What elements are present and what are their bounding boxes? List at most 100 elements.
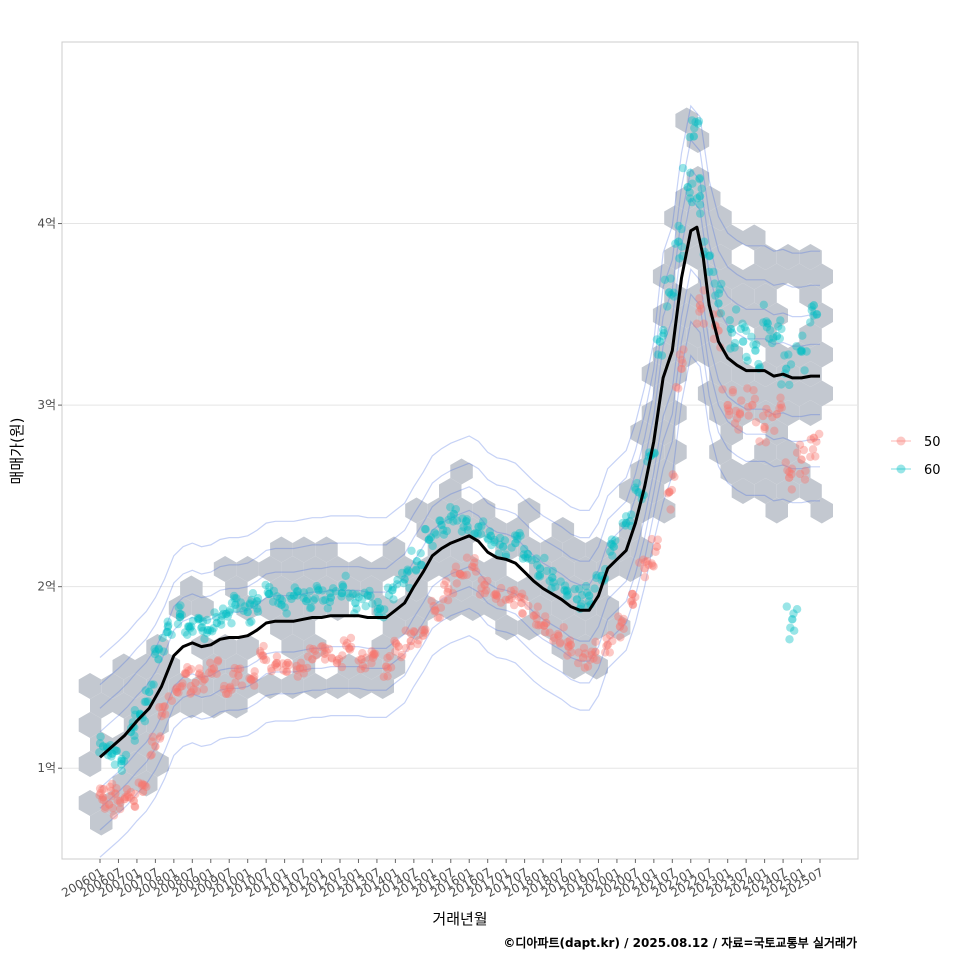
hexbin-cell bbox=[551, 517, 575, 543]
point-60 bbox=[535, 564, 545, 573]
point-60 bbox=[325, 597, 335, 607]
point-50 bbox=[516, 592, 526, 602]
point-50 bbox=[536, 621, 545, 630]
point-60 bbox=[699, 237, 709, 246]
point-50 bbox=[339, 636, 349, 645]
point-50 bbox=[406, 629, 416, 638]
hexbin-cell bbox=[484, 556, 507, 582]
point-50 bbox=[587, 650, 596, 660]
point-50 bbox=[233, 665, 243, 674]
point-60 bbox=[96, 732, 105, 741]
trend-line bbox=[99, 225, 820, 759]
point-60 bbox=[563, 590, 573, 599]
point-50 bbox=[213, 656, 223, 665]
point-50 bbox=[417, 625, 427, 634]
point-60 bbox=[797, 347, 806, 357]
hexbin-cell bbox=[675, 341, 698, 368]
point-60 bbox=[806, 318, 815, 327]
hexbin-cell bbox=[686, 322, 710, 348]
point-50 bbox=[383, 664, 392, 673]
point-50 bbox=[510, 585, 519, 595]
point-50 bbox=[748, 400, 757, 410]
point-50 bbox=[338, 651, 347, 660]
hexbin-cell bbox=[427, 497, 451, 524]
point-50 bbox=[230, 663, 239, 673]
point-50 bbox=[670, 472, 679, 481]
point-50 bbox=[772, 410, 782, 419]
point-50 bbox=[677, 355, 686, 364]
point-60 bbox=[293, 587, 302, 596]
point-50 bbox=[172, 683, 182, 692]
hexbin-cell bbox=[371, 673, 394, 699]
point-60 bbox=[809, 311, 818, 320]
point-60 bbox=[239, 606, 248, 615]
point-50 bbox=[480, 588, 489, 598]
point-60 bbox=[621, 521, 630, 530]
point-50 bbox=[692, 319, 702, 328]
density-contour bbox=[99, 197, 820, 733]
point-50 bbox=[187, 665, 196, 674]
point-50 bbox=[601, 648, 610, 657]
point-50 bbox=[520, 594, 529, 603]
hexbin-cell bbox=[776, 400, 800, 426]
point-50 bbox=[140, 781, 149, 790]
point-50 bbox=[644, 560, 653, 569]
hexbin-cell bbox=[709, 361, 732, 387]
point-60 bbox=[510, 531, 520, 540]
point-60 bbox=[768, 338, 777, 348]
point-60 bbox=[130, 731, 139, 740]
point-60 bbox=[542, 566, 552, 576]
hexbin-cell bbox=[394, 556, 417, 582]
point-60 bbox=[352, 590, 361, 599]
hexbin-cell bbox=[776, 439, 800, 465]
point-60 bbox=[188, 616, 198, 625]
point-50 bbox=[258, 651, 268, 660]
point-60 bbox=[802, 347, 811, 356]
point-50 bbox=[98, 785, 107, 794]
point-60 bbox=[695, 200, 705, 209]
point-60 bbox=[560, 586, 569, 595]
point-60 bbox=[678, 163, 688, 173]
point-50 bbox=[303, 663, 312, 673]
point-60 bbox=[511, 538, 520, 548]
x-axis-ticks: 2006012006072007012007072008012008072009… bbox=[59, 859, 826, 900]
hexbin-cell bbox=[180, 575, 203, 602]
point-50 bbox=[225, 683, 234, 693]
hexbin-cell bbox=[585, 653, 608, 680]
point-50 bbox=[643, 557, 652, 566]
point-60 bbox=[798, 331, 807, 340]
point-60 bbox=[535, 572, 544, 581]
point-60 bbox=[495, 540, 504, 549]
point-60 bbox=[726, 344, 735, 353]
point-50 bbox=[126, 794, 135, 803]
hexbin-cell bbox=[135, 731, 158, 758]
point-50 bbox=[592, 655, 601, 665]
point-60 bbox=[585, 591, 594, 600]
hexbin-cell bbox=[664, 244, 687, 270]
point-50 bbox=[346, 633, 356, 643]
point-50 bbox=[382, 662, 391, 671]
point-50 bbox=[517, 589, 527, 598]
hexbin-cell bbox=[630, 536, 653, 563]
plot-panel bbox=[61, 41, 859, 860]
point-60 bbox=[253, 607, 263, 616]
point-60 bbox=[400, 575, 409, 584]
point-60 bbox=[290, 583, 299, 592]
point-50 bbox=[480, 580, 489, 590]
hexbin-cell bbox=[765, 458, 788, 485]
point-60 bbox=[618, 518, 627, 528]
point-60 bbox=[548, 573, 557, 582]
point-50 bbox=[156, 732, 165, 741]
hexbin-cell bbox=[303, 556, 327, 582]
point-60 bbox=[632, 478, 642, 488]
hexbin-cell bbox=[652, 302, 676, 329]
point-50 bbox=[142, 782, 151, 792]
hexbin-cell bbox=[641, 361, 665, 387]
point-50 bbox=[749, 386, 758, 395]
point-60 bbox=[786, 623, 795, 632]
point-50 bbox=[192, 686, 202, 696]
point-50 bbox=[758, 411, 768, 421]
point-60 bbox=[609, 542, 618, 551]
point-60 bbox=[407, 546, 416, 555]
